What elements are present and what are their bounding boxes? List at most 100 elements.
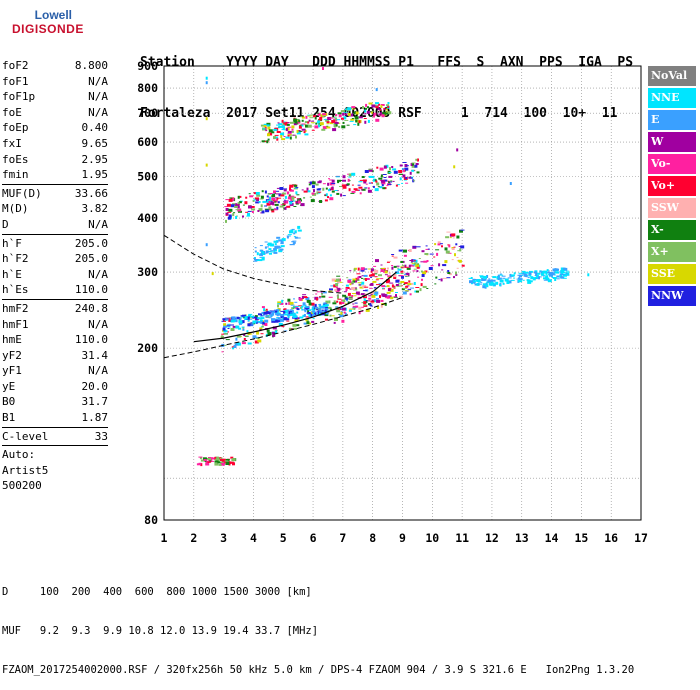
echo-mark [305,318,308,322]
echo-mark [281,138,286,141]
echo-mark [255,320,258,322]
param-value: 110.0 [74,283,108,297]
echo-mark [434,243,437,246]
echo-mark [348,188,351,192]
echo-mark [311,320,315,323]
param-row: h`F2 205.0 [2,251,108,267]
echo-mark [274,202,277,204]
echo-mark [364,188,367,190]
echo-mark [258,208,263,212]
echo-mark [335,176,340,178]
echo-mark [282,317,285,320]
y-tick-label: 800 [137,81,158,95]
param-value: 110.0 [74,333,108,347]
param-value: 3.82 [81,202,109,216]
echo-mark [368,300,371,302]
echo-mark [492,276,497,279]
echo-mark [301,189,304,191]
echo-mark [389,282,394,284]
echo-mark [268,250,271,252]
echo-mark [295,203,299,205]
legend-entry-nnw: NNW [648,286,696,306]
echo-mark [296,131,301,135]
echo-mark [363,118,367,119]
echo-mark [220,459,224,461]
echo-mark [352,278,357,281]
echo-mark [381,293,386,296]
x-tick-label: 17 [634,531,648,545]
echo-mark [291,200,296,202]
echo-mark [493,284,496,286]
echo-mark [264,246,267,249]
echo-mark [287,234,292,236]
echo-mark [390,297,394,300]
echo-mark [203,459,207,461]
echo-mark [346,277,349,279]
echo-mark [389,167,391,171]
echo-mark [277,201,280,204]
echo-mark [416,290,419,293]
x-tick-label: 5 [280,531,287,545]
echo-mark [348,278,352,280]
echo-mark [351,172,356,176]
echo-mark [274,208,276,210]
echo-mark [328,296,333,298]
echo-mark [265,315,269,318]
echo-mark [251,208,256,211]
echo-mark [447,270,450,272]
echo-mark [325,187,328,190]
echo-mark [442,264,447,267]
param-label: foEp [2,121,29,135]
echo-mark [407,283,412,286]
echo-mark [456,257,459,258]
echo-mark [299,316,304,319]
echo-mark [374,276,378,278]
echo-mark [278,322,283,326]
param-label: foF1p [2,90,36,104]
echo-mark [347,279,350,283]
echo-mark [260,195,264,199]
echo-mark [364,187,368,189]
echo-mark [281,326,285,328]
echo-mark [418,258,421,259]
x-tick-label: 8 [369,531,376,545]
echo-mark [378,114,382,116]
echo-mark [331,186,334,190]
echo-mark [447,244,450,246]
echo-mark [276,124,281,126]
echo-mark [209,461,212,463]
echo-mark [374,273,378,275]
echo-mark [293,232,296,235]
echo-mark [277,308,281,310]
legend-entry-w: W [648,132,696,152]
echo-mark [283,189,287,192]
echo-mark [276,236,281,239]
echo-mark [290,121,293,124]
echo-mark [297,229,302,232]
echo-mark [232,197,235,201]
param-value: 205.0 [74,236,108,250]
echo-mark [264,205,268,207]
echo-mark [499,274,504,276]
echo-mark [383,109,386,110]
echo-mark [321,128,326,131]
echo-mark [227,328,230,329]
param-row: hmE 110.0 [2,332,108,348]
echo-mark [324,310,327,313]
echo-mark [306,187,309,191]
echo-mark [380,269,384,272]
echo-mark [259,319,263,322]
echo-mark [276,312,281,314]
echo-mark [217,461,221,464]
x-tick-label: 1 [161,531,168,545]
param-value: 240.8 [74,301,108,315]
echo-mark [335,124,338,127]
echo-mark [270,243,275,247]
echo-mark [330,285,335,287]
echo-mark [552,268,556,272]
echo-mark [256,252,259,256]
echo-mark [229,197,233,199]
echo-mark [368,297,372,300]
echo-mark [329,117,334,119]
echo-mark [368,102,373,105]
